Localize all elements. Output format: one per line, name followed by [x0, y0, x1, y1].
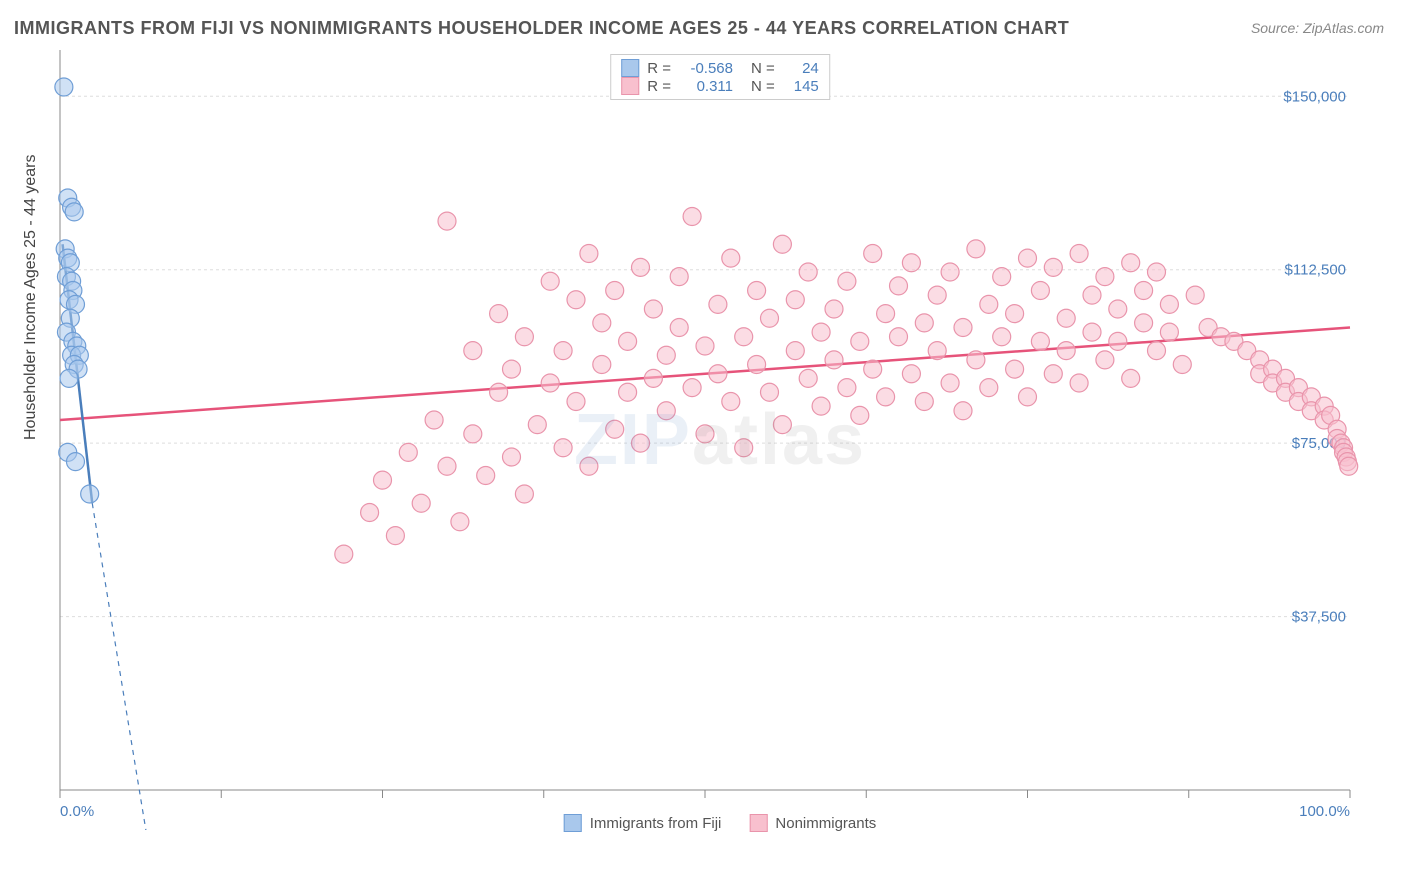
series-legend-item: Immigrants from Fiji	[564, 814, 722, 832]
legend-row: R =-0.568N =24	[621, 59, 819, 77]
y-axis-label: Householder Income Ages 25 - 44 years	[22, 155, 40, 441]
chart-title: IMMIGRANTS FROM FIJI VS NONIMMIGRANTS HO…	[14, 18, 1069, 39]
legend-swatch	[564, 814, 582, 832]
chart-area: Householder Income Ages 25 - 44 years $3…	[50, 50, 1390, 830]
svg-text:100.0%: 100.0%	[1299, 803, 1350, 820]
svg-text:$112,500: $112,500	[1285, 262, 1346, 279]
legend-swatch	[621, 77, 639, 95]
series-legend: Immigrants from Fiji Nonimmigrants	[564, 814, 877, 832]
series-legend-item: Nonimmigrants	[749, 814, 876, 832]
scatter-plot: $37,500$75,000$112,500$150,0000.0%100.0%	[50, 50, 1390, 830]
correlation-legend: R =-0.568N =24R =0.311N =145	[610, 54, 830, 100]
legend-swatch	[621, 59, 639, 77]
source-label: Source: ZipAtlas.com	[1251, 20, 1384, 36]
legend-row: R =0.311N =145	[621, 77, 819, 95]
svg-text:$150,000: $150,000	[1283, 88, 1346, 105]
svg-text:$37,500: $37,500	[1292, 609, 1346, 626]
legend-swatch	[749, 814, 767, 832]
svg-text:0.0%: 0.0%	[60, 803, 94, 820]
